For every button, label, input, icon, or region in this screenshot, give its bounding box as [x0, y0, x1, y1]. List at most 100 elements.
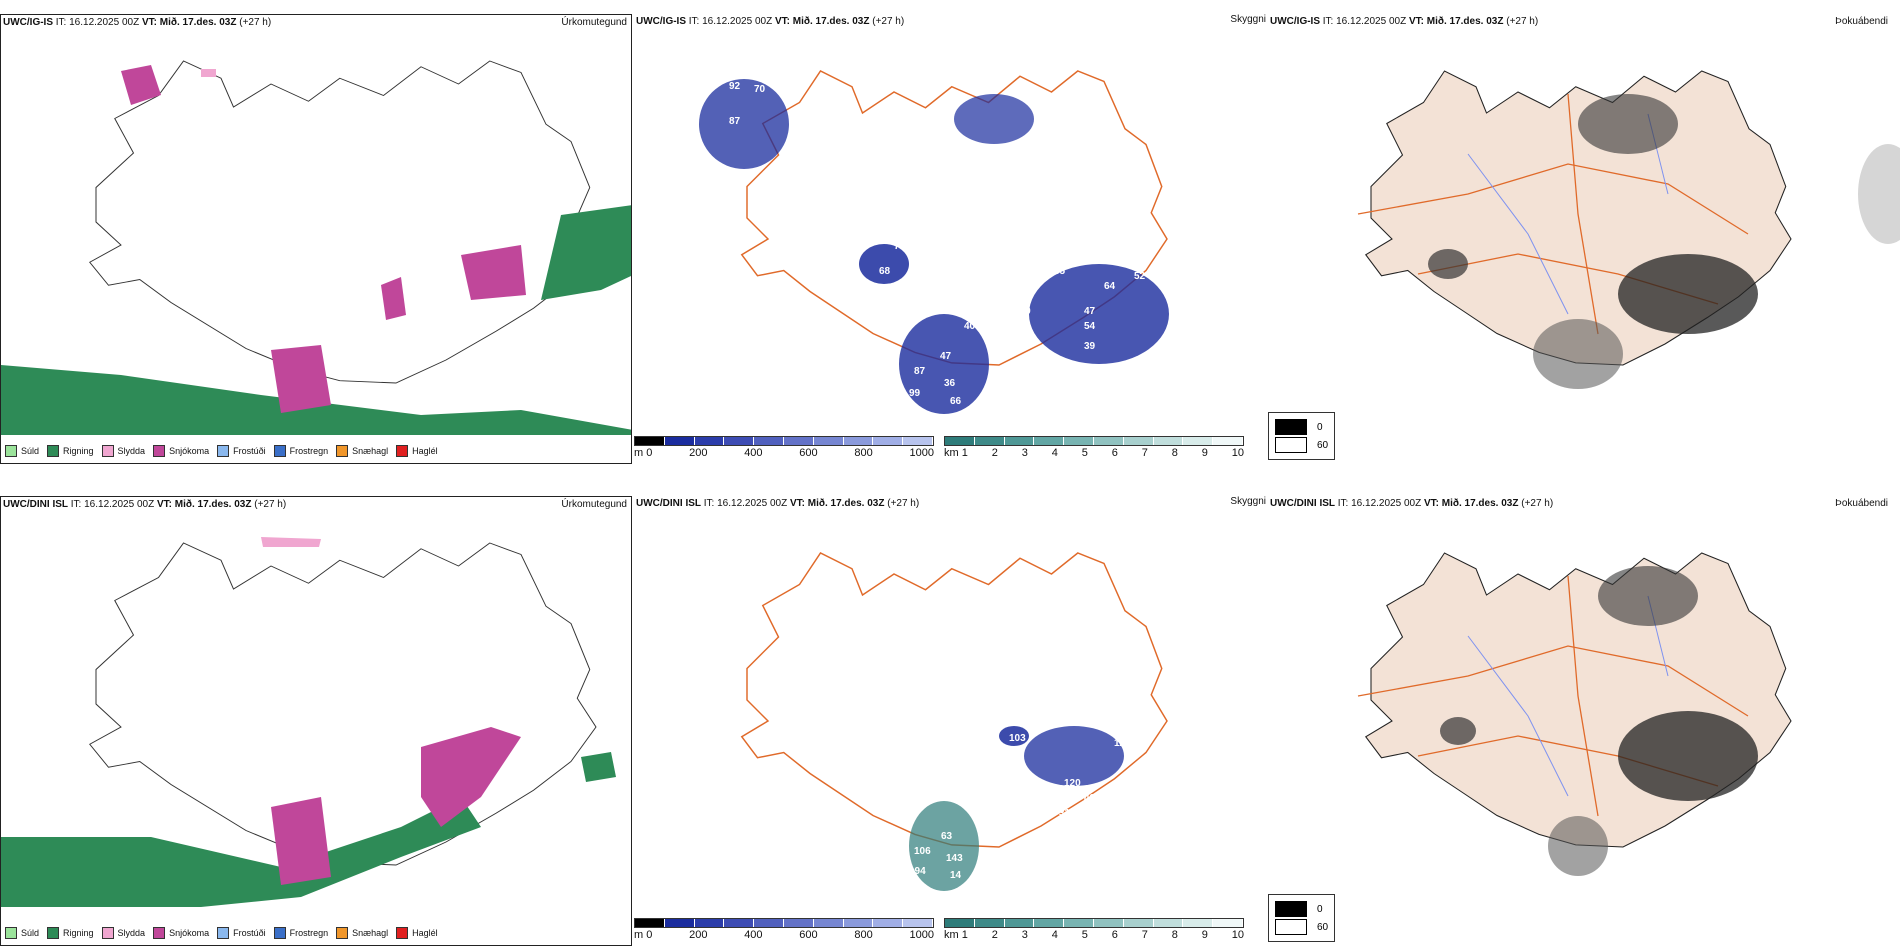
cloud-area	[954, 94, 1034, 144]
cloud-label: 47	[940, 351, 952, 362]
cloud-label: 87	[729, 116, 741, 127]
fog-area	[1428, 249, 1468, 279]
rain-area	[1, 797, 481, 907]
rain-area-east	[541, 205, 631, 300]
legend-item: Haglél	[396, 927, 438, 939]
cloud-panel-row2: UWC/DINI ISL IT: 16.12.2025 00Z VT: Mið.…	[634, 496, 1266, 946]
cloud-label: 78	[894, 241, 906, 252]
visibility-colorbar: km 1 2 3 4 5 6 7 8 9 10	[944, 918, 1244, 941]
fog-area	[1598, 566, 1698, 626]
iceland-outline	[89, 542, 597, 866]
cloud-label: 87	[914, 366, 926, 377]
cloud-area	[859, 244, 909, 284]
cloud-label: 147	[1134, 728, 1151, 739]
fog-area	[1533, 319, 1623, 389]
legend-item: Frostregn	[273, 927, 328, 939]
legend-item: Rigning	[47, 927, 94, 939]
cloud-label: 66	[950, 396, 962, 407]
legend-item: Snjókoma	[153, 927, 209, 939]
cloud-area	[1029, 264, 1169, 364]
cloud-area	[699, 79, 789, 169]
sleet-area	[201, 69, 216, 77]
legend-item: Slydda	[101, 927, 145, 939]
cloud-label: 64	[1104, 281, 1116, 292]
cloud-label: 194	[909, 866, 926, 877]
sleet-area	[261, 537, 321, 547]
fog-panel-row1: UWC/IG-IS IT: 16.12.2025 00Z VT: Mið. 17…	[1268, 14, 1900, 464]
cloud-label: 39	[1084, 341, 1096, 352]
fog-area	[1618, 711, 1758, 801]
legend-item: Haglél	[396, 445, 438, 457]
snow-area	[271, 797, 331, 885]
fog-area	[1618, 254, 1758, 334]
fog-area	[1548, 816, 1608, 876]
cloud-area	[999, 726, 1029, 746]
cloud-label: 63	[941, 831, 953, 842]
fog-legend: 0 60	[1268, 412, 1336, 460]
legend-item: Snjókoma	[153, 445, 209, 457]
cloud-area	[1024, 726, 1124, 786]
cloud-label: 20	[734, 66, 746, 77]
iceland-outline	[741, 552, 1168, 848]
fog-area	[1440, 717, 1476, 745]
precip-legend: Súld Rigning Slydda Snjókoma Frostúði Fr…	[5, 445, 438, 457]
cloud-label: 400	[964, 321, 981, 332]
cloud-label: 68	[879, 266, 891, 277]
cloud-label: 92	[729, 81, 741, 92]
cloud-label: 14	[950, 870, 962, 881]
cloud-label: 70	[754, 84, 766, 95]
panel-header: UWC/DINI ISL IT: 16.12.2025 00Z VT: Mið.…	[636, 498, 920, 509]
cloud-map: 20 92 70 87 78 68 55 64 52 107 47 54 39 …	[699, 66, 1176, 414]
height-colorbar: m 0 200 400 600 800 1000	[634, 918, 934, 941]
legend-item: Frostregn	[273, 445, 328, 457]
snow-area	[271, 345, 331, 413]
cloud-area	[909, 801, 979, 891]
cloud-label: 52	[1134, 271, 1146, 282]
legend-item: Súld	[5, 927, 39, 939]
cloud-label: 100	[1014, 306, 1031, 317]
cloud-area	[899, 314, 989, 414]
cloud-label: 47	[1084, 306, 1096, 317]
legend-item: Rigning	[47, 445, 94, 457]
cloud-label: 106	[914, 846, 931, 857]
precip-panel-row1: UWC/IG-IS IT: 16.12.2025 00Z VT: Mið. 17…	[0, 14, 632, 464]
panel-type-title: Þokuábendi	[1835, 16, 1888, 27]
fog-map	[1357, 552, 1792, 876]
precip-panel-row2: UWC/DINI ISL IT: 16.12.2025 00Z VT: Mið.…	[0, 496, 632, 946]
cloud-label: 36	[944, 378, 956, 389]
snow-area	[121, 65, 161, 105]
iceland-outline	[89, 60, 597, 384]
precip-map	[1, 60, 631, 435]
fog-area	[1578, 94, 1678, 154]
panel-type-title: Skyggni	[1230, 496, 1266, 507]
cloud-label: 143	[946, 853, 963, 864]
fog-map	[1357, 70, 1900, 389]
legend-item: Snæhagl	[336, 445, 388, 457]
fog-legend: 0 60	[1268, 894, 1336, 942]
panel-type-title: Úrkomutegund	[561, 17, 627, 28]
rain-area	[1, 365, 631, 435]
cloud-label: 49	[1084, 793, 1096, 804]
cloud-label: 315	[1059, 808, 1076, 819]
snow-area	[381, 277, 406, 320]
panel-type-title: Úrkomutegund	[561, 499, 627, 510]
precip-legend: Súld Rigning Slydda Snjókoma Frostúði Fr…	[5, 927, 438, 939]
rain-area-east	[581, 752, 616, 782]
cloud-label: 103	[1009, 733, 1026, 744]
legend-item: Snæhagl	[336, 927, 388, 939]
legend-item: Frostúði	[217, 927, 266, 939]
snow-area	[421, 727, 521, 827]
panel-header: UWC/IG-IS IT: 16.12.2025 00Z VT: Mið. 17…	[1270, 16, 1539, 27]
precip-map	[1, 537, 616, 907]
panel-header: UWC/IG-IS IT: 16.12.2025 00Z VT: Mið. 17…	[636, 16, 905, 27]
legend-item: Súld	[5, 445, 39, 457]
panel-header: UWC/DINI ISL IT: 16.12.2025 00Z VT: Mið.…	[1270, 498, 1554, 509]
cloud-label: 120	[1064, 778, 1081, 789]
fog-area	[1858, 144, 1900, 244]
cloud-panel-row1: UWC/IG-IS IT: 16.12.2025 00Z VT: Mið. 17…	[634, 14, 1266, 464]
snow-area	[461, 245, 526, 300]
visibility-colorbar: km 1 2 3 4 5 6 7 8 9 10	[944, 436, 1244, 459]
panel-type-title: Skyggni	[1230, 14, 1266, 25]
fog-panel-row2: UWC/DINI ISL IT: 16.12.2025 00Z VT: Mið.…	[1268, 496, 1900, 946]
legend-item: Slydda	[101, 445, 145, 457]
